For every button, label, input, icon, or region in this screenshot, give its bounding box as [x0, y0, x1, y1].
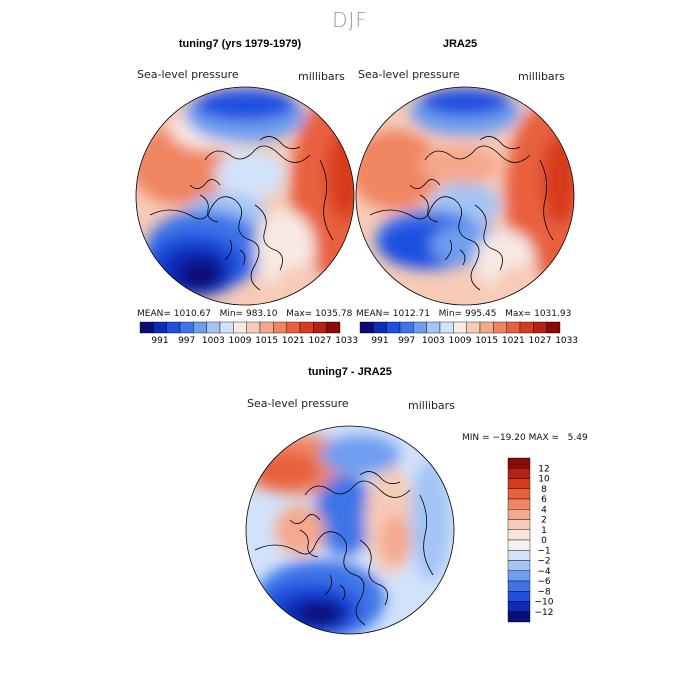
variable-label-reanalysis: Sea-level pressure [358, 68, 460, 81]
colorbar-swatch [507, 498, 531, 510]
colorbar-swatch [273, 321, 287, 334]
colorbar-swatch [286, 321, 301, 334]
colorbar-tick-label: 1027 [529, 336, 552, 346]
colorbar-tick-label: 6 [541, 495, 547, 505]
colorbar-swatch [507, 560, 531, 571]
colorbar-swatch [507, 529, 531, 541]
colorbar-swatch [507, 591, 531, 602]
panel-title-model: tuning7 (yrs 1979-1979) [178, 38, 302, 50]
colorbar-tick-label: 10 [538, 475, 550, 485]
slp-map-reanalysis [356, 87, 574, 305]
colorbar-swatch [453, 321, 467, 334]
colorbar-swatch [313, 321, 327, 334]
stats-reanalysis: MEAN= 1012.71 Min= 995.45 Max= 1031.93 [356, 309, 572, 319]
colorbar-swatch [507, 478, 531, 489]
colorbar-tick-label: −1 [537, 546, 550, 556]
colorbar-swatch [413, 321, 427, 334]
colorbar-swatch [386, 321, 401, 334]
colorbar-swatch [299, 321, 314, 334]
colorbar-swatch [373, 321, 387, 334]
colorbar-tick-label: 1003 [202, 336, 225, 346]
colorbar-swatch [546, 321, 561, 334]
colorbar-tick-label: −2 [537, 557, 550, 567]
colorbar-swatch [507, 457, 531, 469]
colorbar-swatch [506, 321, 521, 334]
colorbar-tick-label: 1021 [502, 336, 525, 346]
colorbar-tick-label: 1021 [282, 336, 305, 346]
colorbar-tick-label: 2 [541, 516, 547, 526]
colorbar-tick-label: −12 [535, 608, 554, 618]
colorbar-swatch [359, 321, 374, 334]
colorbar-swatch [507, 611, 531, 623]
variable-label-model: Sea-level pressure [137, 68, 239, 81]
colorbar-tick-label: 1009 [229, 336, 252, 346]
colorbar-swatch [399, 321, 414, 334]
colorbar-swatch [507, 580, 531, 592]
colorbar-swatch [493, 321, 507, 334]
colorbar-tick-label: −10 [535, 598, 554, 608]
colorbar-swatch [533, 321, 547, 334]
slp-map-model [136, 87, 354, 305]
colorbar-tick-label: 1015 [475, 336, 498, 346]
colorbar-swatch [206, 321, 221, 334]
colorbar-swatch [179, 321, 194, 334]
colorbar-tick-label: 1 [541, 526, 547, 536]
colorbar-reanalysis: 991 997 1003 1009 1015 1021 1027 1033 [359, 321, 578, 346]
colorbar-tick-label: −6 [537, 577, 551, 587]
units-label-difference: millibars [408, 399, 455, 412]
colorbar-swatch [259, 321, 274, 334]
colorbar-swatch [166, 321, 181, 334]
colorbar-tick-label: 0 [541, 536, 547, 546]
colorbar-swatch [153, 321, 167, 334]
colorbar-swatch [507, 550, 531, 561]
colorbar-tick-label: 4 [541, 505, 547, 515]
colorbar-swatch [246, 321, 261, 334]
colorbar-tick-label: 1027 [309, 336, 332, 346]
colorbar-tick-label: 991 [151, 336, 168, 346]
panel-title-difference: tuning7 - JRA25 [308, 366, 392, 378]
units-label-model: millibars [298, 70, 345, 83]
colorbar-swatch [326, 321, 341, 334]
colorbar-swatch [519, 321, 534, 334]
colorbar-tick-label: −8 [537, 587, 551, 597]
colorbar-swatch [439, 321, 454, 334]
colorbar-swatch [507, 601, 531, 612]
colorbar-swatch [466, 321, 481, 334]
colorbar-tick-label: 12 [538, 464, 549, 474]
slp-map-difference [246, 426, 454, 634]
colorbar-tick-label: 1033 [555, 336, 578, 346]
colorbar-swatch [507, 488, 531, 500]
units-label-reanalysis: millibars [518, 70, 565, 83]
colorbar-swatch [479, 321, 494, 334]
colorbar-swatch [507, 519, 531, 530]
colorbar-tick-label: −4 [537, 567, 551, 577]
colorbar-swatch [507, 509, 531, 520]
colorbar-tick-label: 1009 [449, 336, 472, 346]
colorbar-tick-label: 1033 [335, 336, 358, 346]
colorbar-swatch [426, 321, 441, 334]
colorbar-tick-label: 991 [371, 336, 388, 346]
colorbar-tick-label: 997 [398, 336, 415, 346]
colorbar-tick-label: 997 [178, 336, 195, 346]
colorbar-swatch [233, 321, 247, 334]
colorbar-tick-label: 8 [541, 485, 547, 495]
panel-title-reanalysis: JRA25 [442, 38, 478, 50]
variable-label-difference: Sea-level pressure [247, 397, 349, 410]
colorbar-swatch [507, 468, 531, 479]
colorbar-swatch [139, 321, 154, 334]
colorbar-swatch [507, 570, 531, 582]
season-title: DJF [332, 8, 368, 32]
minmax-difference: MIN = −19.20 MAX = 5.49 [462, 433, 588, 443]
colorbar-tick-label: 1003 [422, 336, 445, 346]
colorbar-tick-label: 1015 [255, 336, 278, 346]
colorbar-swatch [193, 321, 207, 334]
colorbar-model: 991 997 1003 1009 1015 1021 1027 1033 [139, 321, 358, 346]
colorbar-swatch [219, 321, 234, 334]
stats-model: MEAN= 1010.67 Min= 983.10 Max= 1035.78 [137, 309, 353, 319]
colorbar-swatch [507, 539, 531, 551]
